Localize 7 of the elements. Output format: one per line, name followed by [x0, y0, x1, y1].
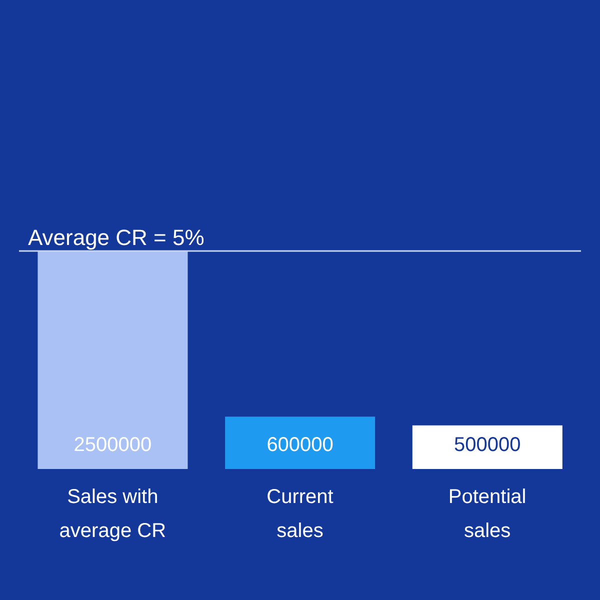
data-label: 2500000 [74, 434, 152, 456]
annotation: Average CR = 5% [28, 225, 204, 250]
x-tick-label: Current sales [266, 486, 334, 542]
data-label: 500000 [454, 434, 521, 456]
x-tick-label: Potential sales [448, 486, 526, 542]
x-tick-label: Sales with average CR [59, 486, 166, 542]
data-label: 600000 [266, 434, 334, 456]
